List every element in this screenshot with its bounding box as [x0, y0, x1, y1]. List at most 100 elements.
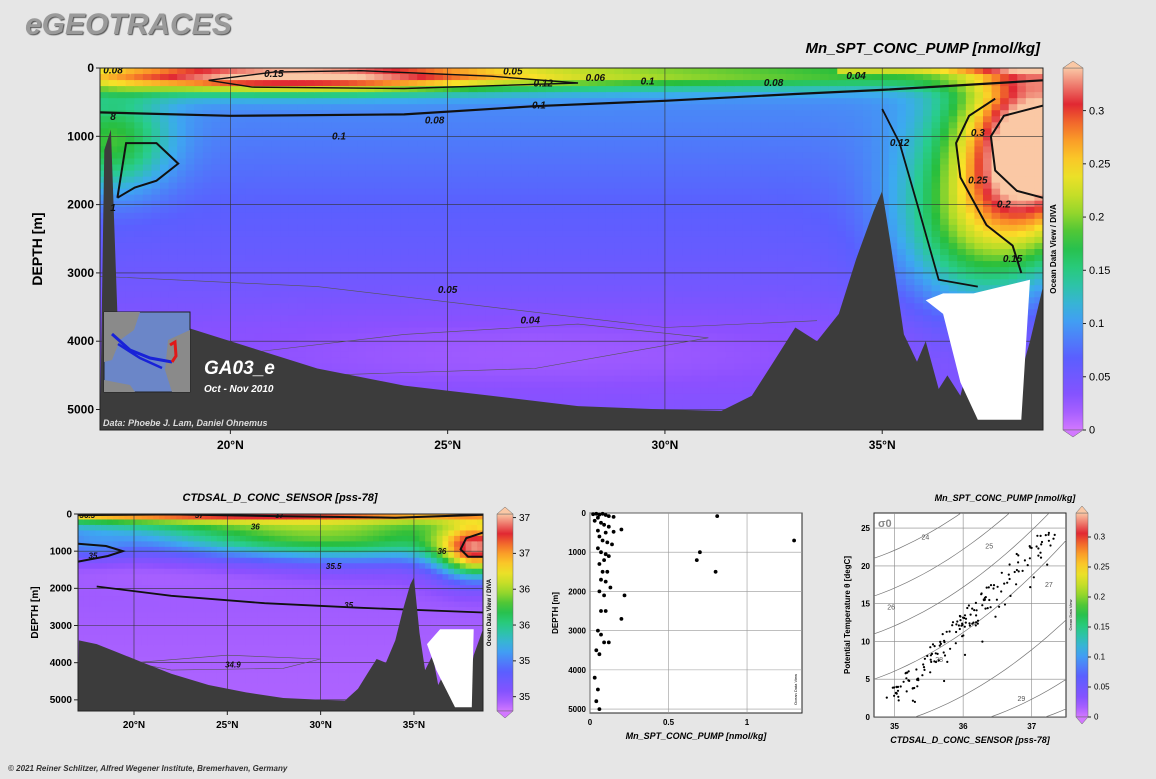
field-cell [288, 152, 298, 160]
field-cell [742, 321, 753, 329]
field-cell [391, 140, 401, 148]
field-cell [520, 110, 530, 117]
field-cell [400, 224, 410, 232]
field-cell [468, 351, 478, 359]
field-cell [365, 339, 376, 347]
field-cell [254, 212, 264, 220]
field-cell [502, 273, 513, 280]
field-cell [605, 140, 616, 148]
field-cell [254, 285, 264, 292]
field-cell [700, 339, 710, 347]
field-cell [708, 236, 718, 244]
field-cell [151, 122, 161, 130]
field-cell [340, 279, 350, 286]
field-cell [245, 255, 256, 262]
field-cell [528, 303, 538, 311]
field-cell [340, 303, 350, 311]
field-cell [202, 188, 213, 196]
field-cell [682, 399, 693, 407]
field-cell [202, 146, 213, 154]
field-cell [305, 297, 316, 304]
field-cell [382, 140, 393, 148]
field-cell [202, 230, 213, 238]
field-cell [220, 267, 230, 274]
field-cell [802, 86, 813, 93]
field-cell [708, 104, 718, 111]
field-cell [365, 230, 376, 238]
field-cell [477, 218, 487, 226]
field-cell [220, 128, 230, 136]
field-cell [588, 303, 598, 311]
field-cell [682, 381, 693, 389]
field-cell [502, 206, 513, 214]
field-cell [777, 122, 787, 130]
field-cell [691, 68, 701, 75]
field-cell [185, 80, 195, 87]
field-cell [391, 212, 401, 220]
field-cell [588, 261, 598, 268]
field-cell [262, 104, 273, 111]
field-cell [734, 182, 744, 190]
field-cell [237, 321, 247, 329]
field-cell [502, 242, 513, 250]
field-cell [545, 375, 556, 383]
field-cell [597, 158, 607, 166]
field-cell [365, 236, 376, 244]
field-cell [348, 80, 358, 87]
field-cell [777, 164, 787, 172]
field-cell [468, 200, 478, 208]
field-cell [648, 291, 658, 298]
field-cell [322, 170, 333, 178]
field-cell [545, 164, 556, 172]
field-cell [322, 164, 333, 172]
field-cell [262, 261, 273, 268]
field-cell [117, 267, 127, 274]
field-cell [322, 261, 333, 268]
field-cell [682, 212, 693, 220]
field-cell [520, 92, 530, 99]
field-cell [700, 399, 710, 407]
field-cell [631, 327, 641, 335]
field-cell [451, 80, 461, 87]
field-cell [331, 357, 341, 365]
field-cell [357, 152, 367, 160]
field-cell [554, 134, 564, 142]
field-cell [382, 357, 393, 365]
field-cell [562, 315, 573, 323]
field-cell [245, 128, 256, 136]
field-cell [648, 110, 658, 117]
field-cell [562, 369, 573, 377]
field-cell [760, 188, 770, 196]
field-cell [468, 327, 478, 335]
field-cell [408, 291, 418, 298]
field-cell [511, 315, 521, 323]
field-cell [220, 140, 230, 148]
field-cell [194, 110, 204, 117]
field-cell [417, 267, 427, 274]
field-cell [220, 279, 230, 286]
field-cell [348, 236, 358, 244]
field-cell [802, 98, 813, 105]
field-cell [220, 98, 230, 105]
field-cell [357, 363, 367, 371]
field-cell [768, 134, 778, 142]
field-cell [151, 279, 161, 286]
field-cell [760, 315, 770, 323]
field-cell [408, 333, 418, 341]
field-cell [382, 86, 393, 93]
field-cell [211, 200, 221, 208]
field-cell [760, 297, 770, 304]
field-cell [502, 297, 513, 304]
field-cell [485, 92, 496, 99]
field-cell [117, 86, 127, 93]
field-cell [425, 212, 436, 220]
field-cell [614, 116, 624, 123]
field-cell [605, 249, 616, 256]
field-cell [562, 393, 573, 401]
field-cell [742, 116, 753, 123]
field-cell [520, 339, 530, 347]
field-cell [622, 333, 633, 341]
field-cell [331, 279, 341, 286]
field-cell [794, 273, 804, 280]
field-cell [622, 134, 633, 142]
